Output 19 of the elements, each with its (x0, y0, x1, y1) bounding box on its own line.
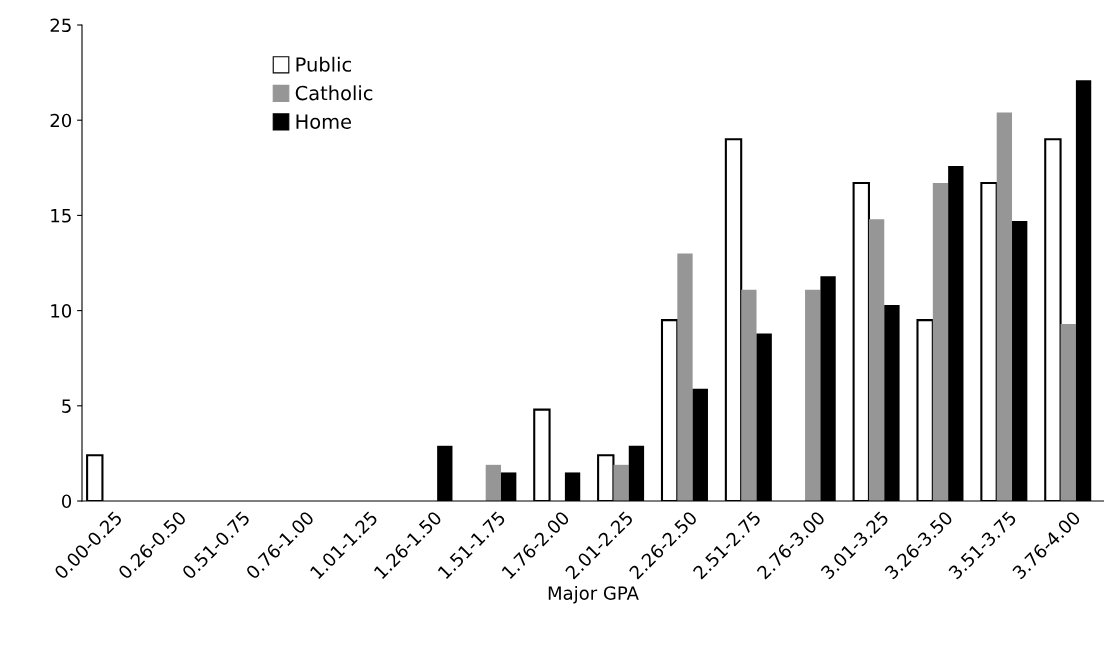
y-tick-label: 0 (61, 494, 72, 509)
bar (613, 464, 629, 501)
legend-label: Public (296, 56, 351, 72)
bar (932, 183, 949, 501)
bar (741, 289, 757, 501)
y-tick-label: 20 (50, 113, 72, 128)
legend-label: Catholic (295, 85, 373, 101)
y-tick-label: 15 (51, 209, 71, 223)
y-tick-label: 10 (51, 304, 72, 318)
bar (996, 112, 1013, 501)
bar (677, 253, 693, 501)
bar (1060, 323, 1076, 501)
bar (805, 289, 821, 501)
bar (868, 219, 885, 501)
y-tick-label: 5 (62, 399, 71, 413)
legend-label: Home (296, 114, 352, 129)
y-tick-label: 25 (50, 18, 71, 33)
x-axis-title: Major GPA (548, 585, 639, 604)
bar (485, 464, 502, 501)
